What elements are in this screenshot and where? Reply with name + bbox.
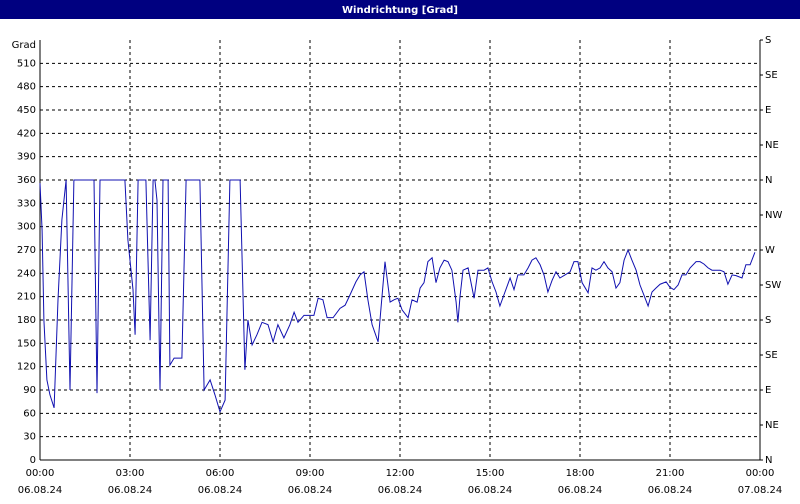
y2-tick-label: SW (765, 280, 781, 291)
y2-tick-label: NE (765, 420, 779, 431)
y-tick-label: 60 (23, 408, 36, 419)
y-tick-label: 0 (30, 455, 36, 466)
y-tick-label: 180 (17, 315, 36, 326)
y2-tick-label: NE (765, 140, 779, 151)
x-tick-date: 06.08.24 (558, 485, 603, 496)
x-tick-date: 06.08.24 (468, 485, 513, 496)
x-tick-date: 06.08.24 (648, 485, 693, 496)
x-tick-label: 21:00 (656, 468, 685, 479)
y2-tick-label: E (765, 385, 771, 396)
y-tick-label: 480 (17, 82, 36, 93)
y2-tick-label: NW (765, 210, 782, 221)
y-tick-label: 510 (17, 58, 36, 69)
data-line (39, 179, 756, 414)
x-tick-label: 00:00 (26, 468, 55, 479)
y-tick-label: 330 (17, 198, 36, 209)
y-tick-label: 450 (17, 105, 36, 116)
y-tick-label: 270 (17, 245, 36, 256)
title-bar (0, 0, 800, 19)
x-tick-date: 07.08.24 (738, 485, 783, 496)
y2-tick-label: SE (765, 350, 778, 361)
y-tick-label: 150 (17, 338, 36, 349)
x-tick-label: 15:00 (476, 468, 505, 479)
y-tick-label: 30 (23, 432, 36, 443)
y2-tick-label: N (765, 175, 772, 186)
x-tick-label: 09:00 (296, 468, 325, 479)
x-tick-label: 18:00 (566, 468, 595, 479)
y-tick-label: 300 (17, 222, 36, 233)
x-tick-date: 06.08.24 (288, 485, 333, 496)
x-tick-label: 12:00 (386, 468, 415, 479)
x-tick-date: 06.08.24 (108, 485, 153, 496)
y-tick-label: 360 (17, 175, 36, 186)
x-tick-date: 06.08.24 (18, 485, 63, 496)
y-tick-label: 90 (23, 385, 36, 396)
y2-tick-label: N (765, 455, 772, 466)
x-tick-label: 00:00 (746, 468, 775, 479)
x-tick-label: 03:00 (116, 468, 145, 479)
y-tick-label: 210 (17, 292, 36, 303)
x-tick-label: 06:00 (206, 468, 235, 479)
y2-tick-label: S (765, 315, 771, 326)
y-axis-label: Grad (12, 40, 36, 51)
chart-title: Windrichtung [Grad] (342, 5, 458, 16)
y-tick-label: 120 (17, 362, 36, 373)
y2-tick-label: W (765, 245, 775, 256)
y2-tick-label: SE (765, 70, 778, 81)
x-tick-date: 06.08.24 (198, 485, 243, 496)
x-tick-date: 06.08.24 (378, 485, 423, 496)
y2-tick-label: E (765, 105, 771, 116)
y-tick-label: 390 (17, 152, 36, 163)
y-tick-label: 240 (17, 268, 36, 279)
y-tick-label: 420 (17, 128, 36, 139)
y2-tick-label: S (765, 35, 771, 46)
